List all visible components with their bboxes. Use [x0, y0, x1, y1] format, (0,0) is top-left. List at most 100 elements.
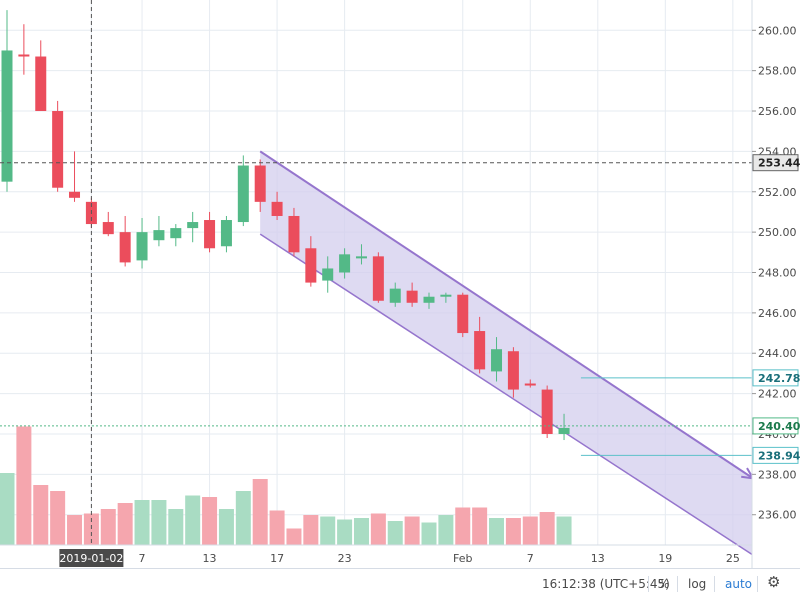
- volume-bar: [337, 519, 353, 545]
- auto-scale-button[interactable]: auto: [725, 577, 753, 591]
- price-tag: 253.44: [752, 154, 800, 172]
- candle-body: [35, 56, 47, 112]
- horizontal-levels: [0, 162, 752, 456]
- price-chart[interactable]: 236.00238.00240.00242.00244.00246.00248.…: [0, 0, 800, 568]
- crosshair-date-bg: [59, 549, 124, 567]
- volume-bar: [556, 516, 572, 545]
- candle-body: [237, 165, 249, 223]
- time-tick-label: 7: [527, 552, 534, 565]
- candle-body: [339, 254, 351, 273]
- volume-bar: [438, 515, 454, 545]
- toolbar-divider: [677, 576, 678, 592]
- price-tick-label: 242.00: [758, 388, 797, 401]
- candle-body: [507, 351, 519, 390]
- channel-lower-line: [259, 233, 754, 556]
- volume-bar: [387, 521, 403, 545]
- candle-body: [1, 50, 13, 182]
- time-tick-label: 13: [591, 552, 605, 565]
- channel-upper-line: [259, 150, 754, 480]
- candle: [507, 347, 519, 398]
- price-tick-label: 238.00: [758, 468, 797, 481]
- price-axis-bg: [752, 0, 800, 568]
- candle: [440, 292, 452, 303]
- candle: [204, 211, 216, 253]
- clock-readout: 16:12:38 (UTC+5:45): [542, 577, 670, 591]
- price-axis[interactable]: 236.00238.00240.00242.00244.00246.00248.…: [751, 0, 800, 568]
- gear-icon[interactable]: ⚙: [767, 573, 781, 591]
- volume-bar: [455, 507, 471, 545]
- price-tag-label: 238.94: [758, 449, 800, 462]
- time-tick-label: 7: [139, 552, 146, 565]
- candle: [1, 10, 13, 192]
- candle: [237, 155, 249, 227]
- volume-bar: [185, 495, 201, 545]
- candle: [119, 215, 131, 267]
- candle: [271, 191, 283, 221]
- percent-scale-button[interactable]: %: [658, 577, 670, 591]
- candle: [102, 211, 114, 237]
- candle: [474, 316, 486, 374]
- time-tick-label: 17: [270, 552, 284, 565]
- time-tick-label: 23: [338, 552, 352, 565]
- candle: [524, 379, 536, 388]
- price-tag: 242.78: [752, 369, 800, 387]
- volume-bar: [50, 491, 66, 545]
- candle-body: [558, 427, 570, 434]
- candle: [35, 40, 47, 112]
- candle: [136, 218, 148, 269]
- candle: [18, 24, 30, 75]
- candle: [153, 215, 165, 247]
- volume-bar: [489, 518, 505, 545]
- descending-channel[interactable]: [259, 150, 756, 556]
- candle: [372, 252, 384, 303]
- candle-body: [102, 222, 114, 235]
- volume-bar: [320, 516, 336, 545]
- volume-bar: [472, 507, 488, 545]
- candle: [305, 236, 317, 287]
- volume-bar: [83, 513, 99, 545]
- volume-bar: [286, 528, 302, 545]
- volume-bar: [33, 485, 49, 545]
- candle: [322, 256, 334, 293]
- candle: [355, 244, 367, 265]
- candle: [69, 151, 81, 202]
- candle: [339, 248, 351, 279]
- candle-body: [119, 232, 131, 263]
- volume-bar: [353, 518, 369, 545]
- candle: [52, 100, 64, 192]
- candle-body: [491, 349, 503, 372]
- candle: [288, 207, 300, 257]
- volume-bar: [67, 515, 83, 545]
- price-tick-label: 248.00: [758, 267, 797, 280]
- candle-body: [52, 111, 64, 188]
- candle: [220, 215, 232, 253]
- candle: [187, 211, 199, 243]
- price-tick-label: 252.00: [758, 186, 797, 199]
- volume-bar: [370, 513, 386, 545]
- volume-bar: [421, 522, 437, 545]
- time-axis[interactable]: 2019-01-02 7 13 17 23 Feb 7 13 19 25: [0, 544, 752, 567]
- volume-bar: [235, 491, 251, 545]
- volume-bar: [269, 510, 285, 545]
- candle-body: [288, 215, 300, 253]
- log-scale-button[interactable]: log: [688, 577, 707, 591]
- price-tick-label: 246.00: [758, 307, 797, 320]
- time-tick-label: 19: [658, 552, 672, 565]
- price-tick-label: 250.00: [758, 226, 797, 239]
- candle: [254, 159, 266, 212]
- volume-bar: [16, 426, 32, 545]
- volume-bar: [134, 500, 150, 545]
- candle-body: [136, 232, 148, 261]
- price-tag-bg: [752, 446, 799, 464]
- candle-body: [153, 230, 165, 241]
- candle-body: [170, 228, 182, 239]
- candle-body: [69, 191, 81, 198]
- candle: [558, 413, 570, 441]
- candle: [457, 292, 469, 338]
- candle-body: [474, 331, 486, 370]
- price-tag-label: 253.44: [758, 157, 800, 170]
- candle: [389, 282, 401, 307]
- candle-body: [254, 165, 266, 202]
- volume-bar: [505, 518, 521, 545]
- price-tag-bg: [752, 154, 799, 172]
